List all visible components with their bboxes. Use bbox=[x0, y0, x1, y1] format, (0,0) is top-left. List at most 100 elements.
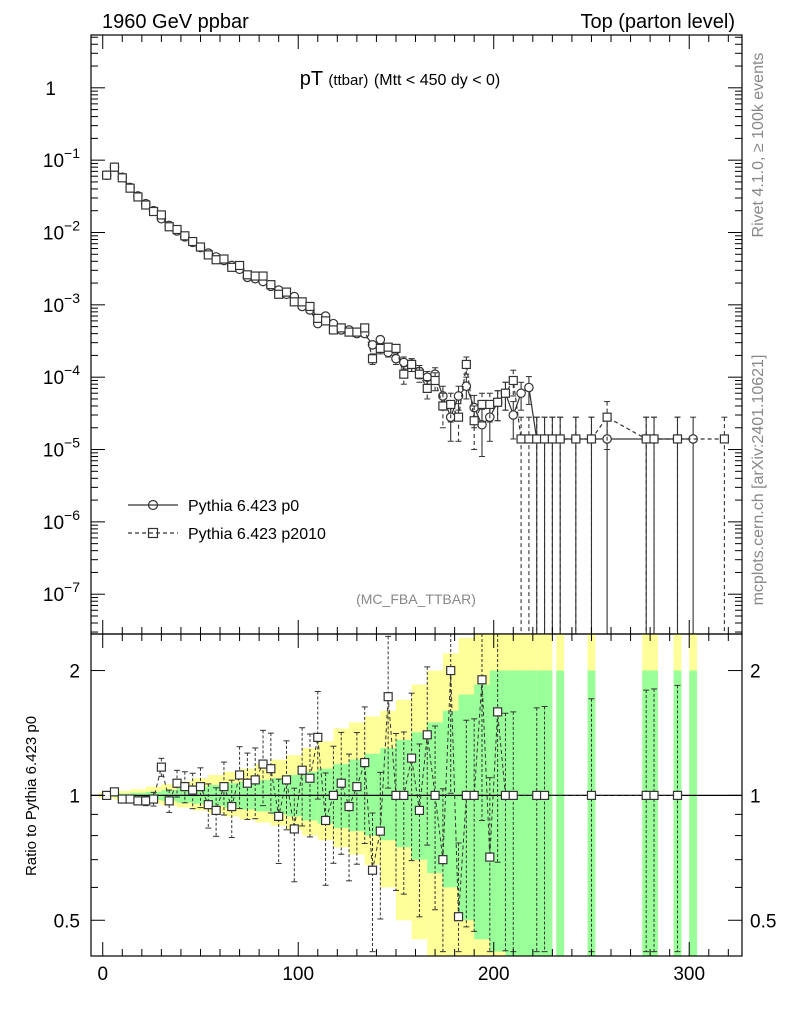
series-line bbox=[106, 166, 694, 440]
legend-entry-p2010: Pythia 6.423 p2010 bbox=[128, 526, 326, 543]
data-point bbox=[320, 316, 331, 326]
ratio-point bbox=[641, 790, 651, 801]
ratio-ylabel: Ratio to Pythia 6.423 p0 bbox=[23, 716, 40, 876]
data-point bbox=[274, 289, 284, 299]
data-point bbox=[485, 399, 495, 410]
ratio-point bbox=[242, 778, 252, 788]
y-tick-label: 10−4 bbox=[43, 362, 80, 389]
ratio-point bbox=[469, 790, 479, 801]
data-point bbox=[172, 224, 182, 235]
ratio-y-tick-label-right: 2 bbox=[750, 662, 761, 683]
data-point bbox=[305, 301, 315, 312]
ratio-point bbox=[391, 790, 401, 801]
data-point bbox=[258, 271, 268, 281]
ratio-point bbox=[180, 782, 190, 792]
data-point bbox=[313, 313, 323, 323]
data-point bbox=[109, 162, 120, 172]
process-label: Top (parton level) bbox=[580, 11, 735, 33]
legend-label-p2010: Pythia 6.423 p2010 bbox=[188, 526, 326, 543]
ratio-point bbox=[266, 764, 276, 774]
ratio-point bbox=[141, 796, 151, 806]
ratio-point bbox=[539, 790, 550, 801]
ratio-point bbox=[313, 732, 323, 742]
plot-title: pT (ttbar) (Mtt < 450 dy < 0) bbox=[300, 68, 500, 90]
data-point bbox=[586, 434, 597, 444]
y-tick-label: 10−1 bbox=[43, 145, 80, 172]
data-point bbox=[227, 262, 237, 272]
data-point bbox=[219, 254, 229, 264]
ratio-point bbox=[446, 665, 456, 676]
rivet-label: Rivet 4.1.0, ≥ 100k events bbox=[750, 53, 767, 238]
ratio-point bbox=[414, 805, 425, 816]
data-point bbox=[125, 183, 135, 193]
ratio-point bbox=[477, 675, 487, 685]
y-tick-label: 10−6 bbox=[43, 507, 80, 534]
data-point bbox=[195, 242, 206, 252]
x-tick-label: 100 bbox=[282, 964, 314, 985]
ratio-point bbox=[203, 800, 213, 810]
ratio-panel: 0 100 200 300 0.5 0.5 1 1 2 2 bbox=[54, 633, 776, 985]
data-point bbox=[242, 270, 252, 280]
x-tick-label: 0 bbox=[97, 964, 108, 985]
ratio-point bbox=[227, 801, 237, 812]
title-rest: (Mtt < 450 dy < 0) bbox=[374, 72, 500, 89]
x-tick-label: 200 bbox=[478, 964, 510, 985]
ratio-point bbox=[344, 801, 354, 812]
data-point bbox=[344, 327, 354, 337]
ratio-point bbox=[125, 794, 135, 804]
data-point bbox=[352, 327, 362, 337]
ratio-y-tick-label-right: 1 bbox=[750, 786, 761, 807]
ratio-point bbox=[422, 730, 432, 740]
data-point bbox=[438, 401, 448, 411]
data-point bbox=[102, 170, 112, 180]
legend: Pythia 6.423 p0 Pythia 6.423 p2010 bbox=[128, 498, 326, 543]
data-point bbox=[555, 434, 565, 444]
ratio-y-tick-label-right: 0.5 bbox=[750, 911, 776, 932]
data-point bbox=[164, 222, 174, 232]
ratio-point bbox=[461, 790, 471, 801]
ratio-point bbox=[211, 805, 221, 816]
data-point bbox=[422, 383, 432, 393]
ratio-point bbox=[399, 790, 409, 801]
legend-marker-p0 bbox=[147, 499, 159, 511]
data-point bbox=[641, 434, 651, 444]
data-point bbox=[180, 231, 190, 241]
data-point bbox=[602, 412, 612, 422]
ratio-point bbox=[672, 790, 683, 801]
ratio-point bbox=[360, 757, 370, 768]
ratio-point bbox=[219, 782, 229, 792]
ratio-point bbox=[297, 765, 307, 775]
main-panel: 1 10−1 10−2 10−3 10−4 10−5 10−6 10−7 bbox=[43, 34, 743, 635]
data-point bbox=[391, 353, 401, 364]
data-point bbox=[250, 271, 260, 281]
ratio-point bbox=[485, 852, 495, 862]
data-point bbox=[453, 391, 464, 401]
ratio-point bbox=[289, 824, 299, 834]
ratio-point bbox=[453, 912, 464, 922]
data-point bbox=[524, 434, 534, 444]
y-tick-label: 10−7 bbox=[43, 579, 80, 606]
ratio-point bbox=[109, 787, 120, 797]
ratio-point bbox=[133, 796, 143, 806]
data-point bbox=[266, 280, 276, 290]
main-frame bbox=[90, 34, 743, 635]
ratio-y-tick-label-left: 2 bbox=[69, 662, 80, 683]
data-point bbox=[539, 434, 550, 444]
data-point bbox=[430, 375, 440, 386]
data-point bbox=[391, 343, 401, 353]
ratio-point bbox=[274, 811, 284, 821]
ratio-point bbox=[148, 794, 159, 804]
data-point bbox=[493, 397, 503, 407]
data-point bbox=[360, 323, 370, 333]
band-inner bbox=[642, 670, 651, 956]
data-point bbox=[156, 210, 166, 220]
ratio-y-tick-label-left: 0.5 bbox=[54, 911, 80, 932]
data-point bbox=[375, 334, 386, 345]
data-point bbox=[500, 388, 511, 398]
data-point bbox=[532, 434, 542, 444]
ratio-point bbox=[234, 770, 245, 780]
ratio-point bbox=[156, 762, 166, 772]
y-tick-label: 10−3 bbox=[43, 290, 80, 317]
data-point bbox=[203, 250, 213, 260]
y-tick-label: 10−5 bbox=[43, 435, 80, 462]
